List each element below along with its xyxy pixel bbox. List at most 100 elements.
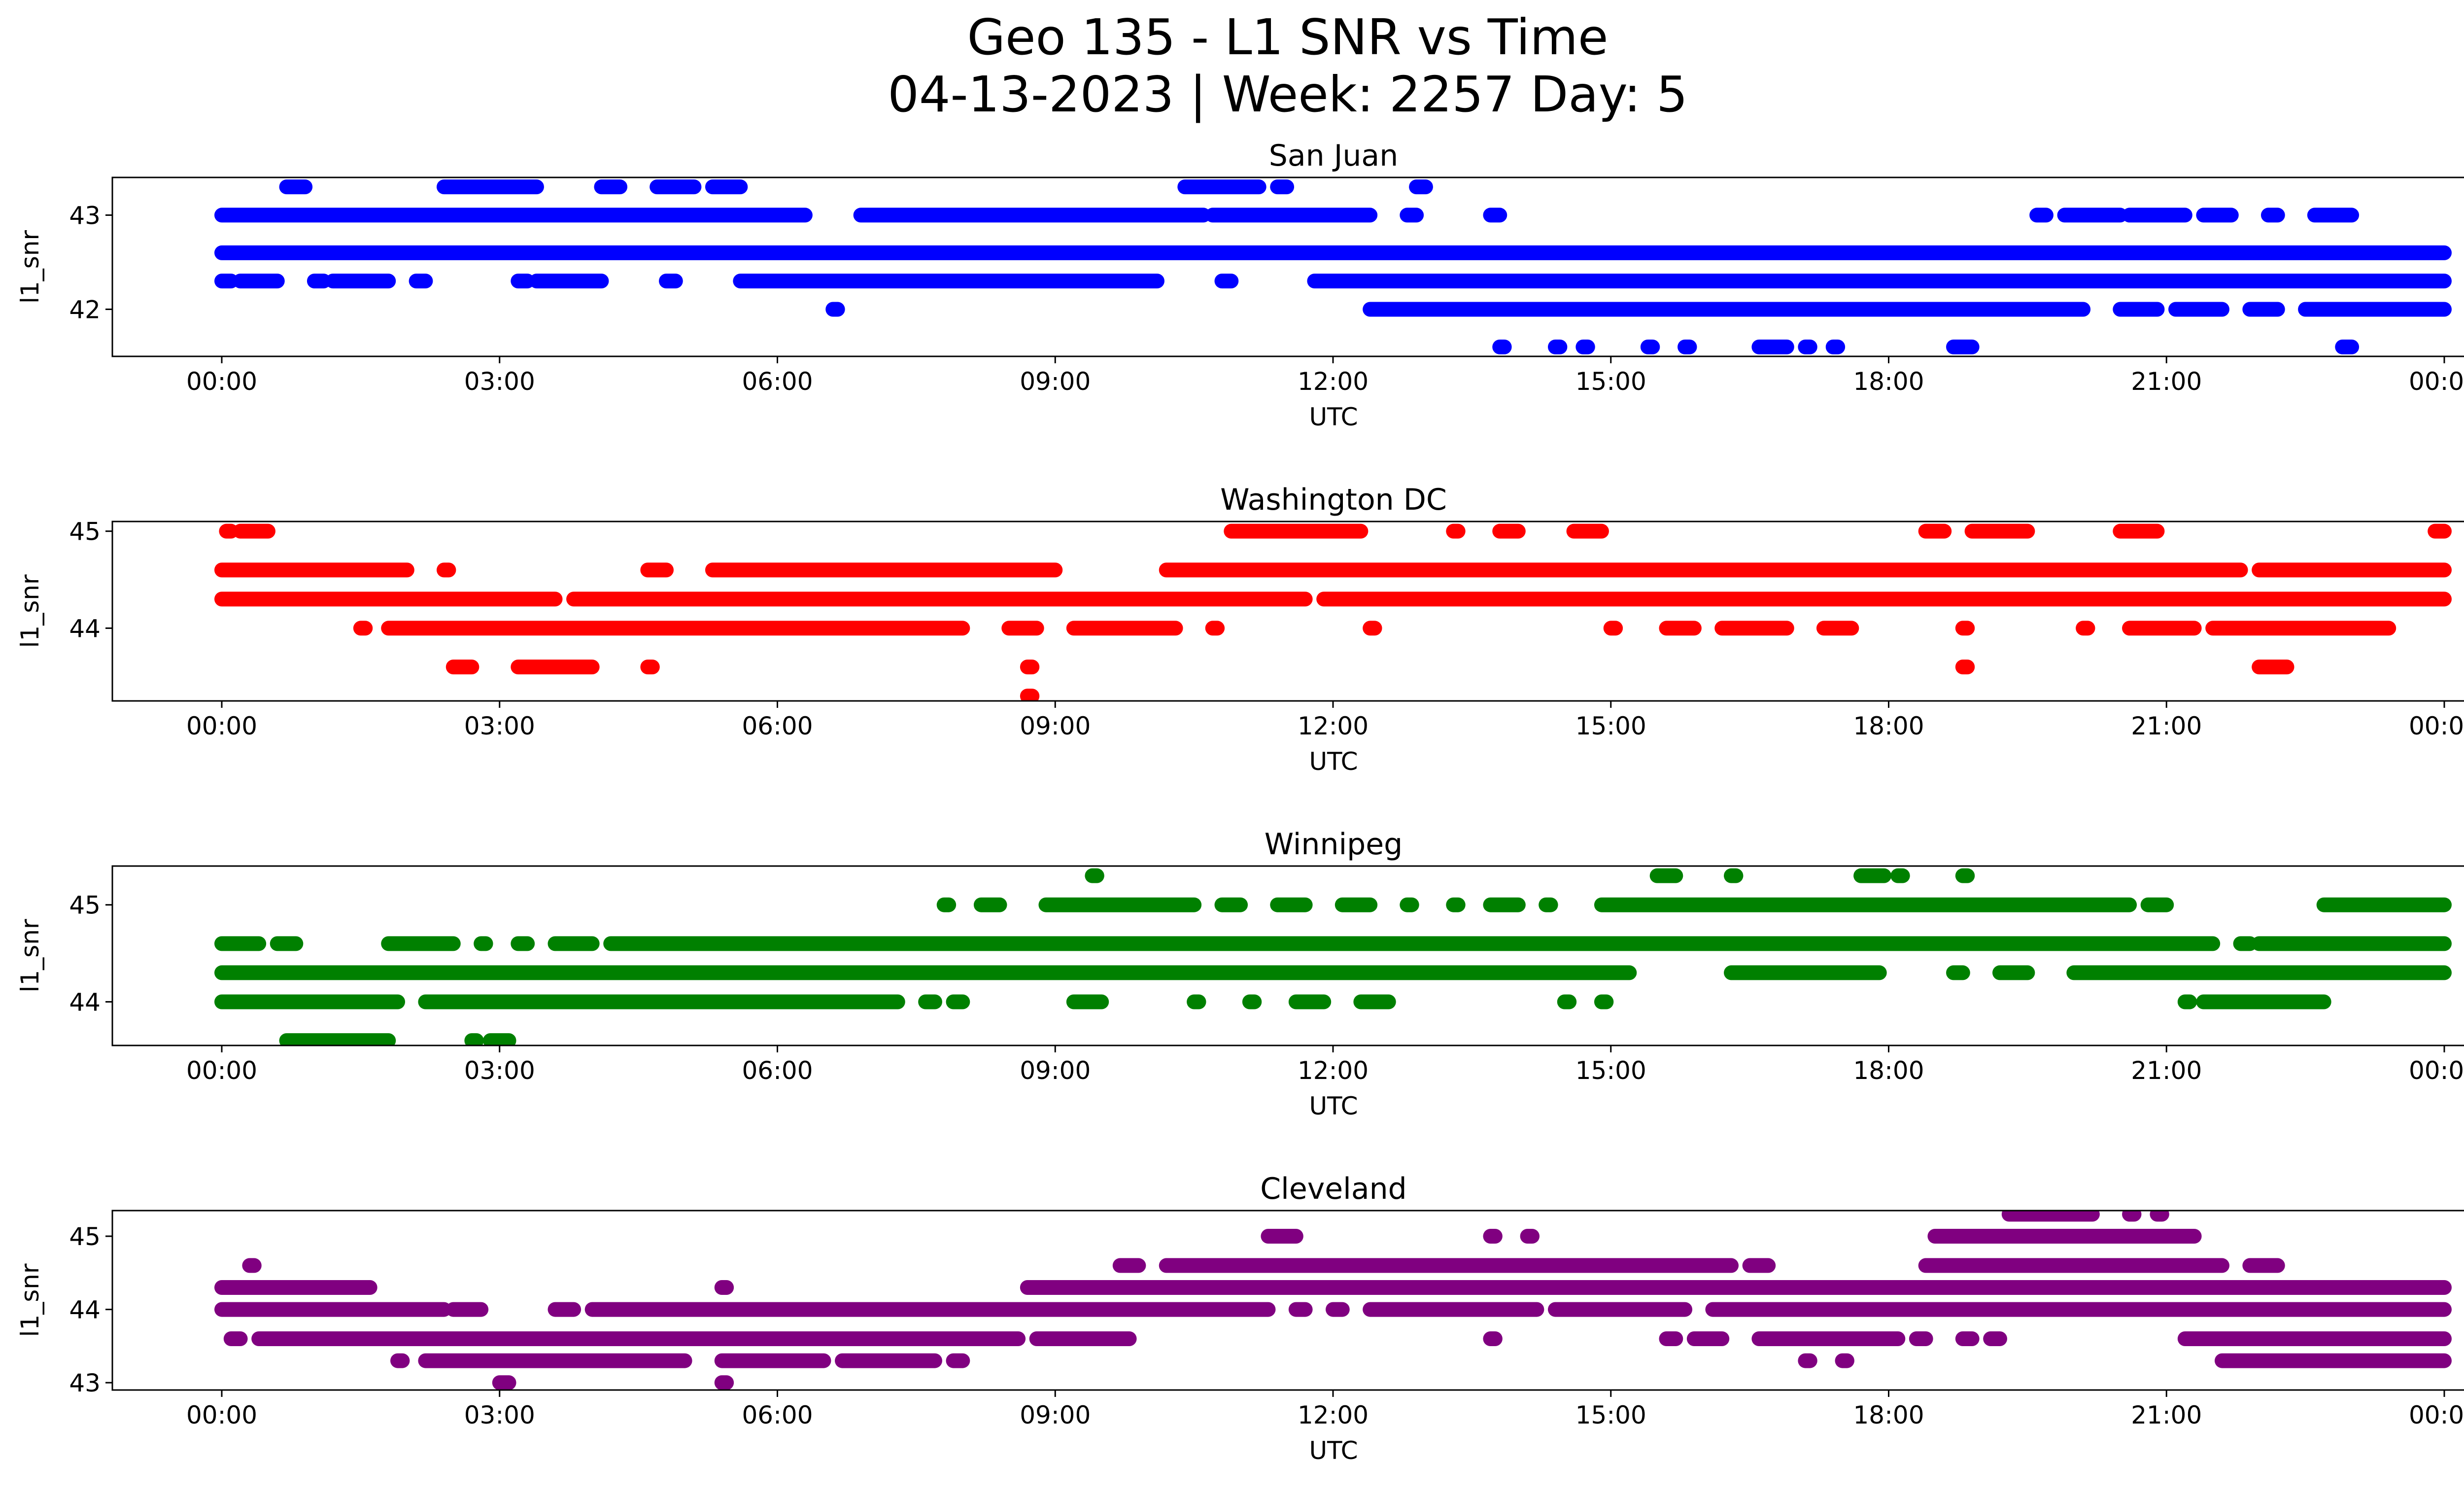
data-point-run bbox=[1038, 897, 1202, 912]
data-point-run bbox=[1946, 965, 1970, 980]
data-point-run bbox=[1825, 339, 1846, 354]
x-tick-label: 15:00 bbox=[1575, 1056, 1646, 1085]
data-point-run bbox=[714, 1375, 734, 1390]
data-point-run bbox=[1446, 523, 1466, 539]
data-point-run bbox=[1918, 523, 1952, 539]
data-point-run bbox=[2122, 208, 2192, 223]
data-point-run bbox=[1288, 994, 1332, 1009]
data-point-run bbox=[214, 1280, 377, 1295]
data-point-run bbox=[1603, 621, 1623, 636]
data-point-run bbox=[2140, 897, 2174, 912]
data-point-run bbox=[2122, 1211, 2142, 1222]
y-axis-label: l1_snr bbox=[16, 574, 44, 648]
data-point-run bbox=[918, 994, 942, 1009]
x-tick-label: 15:00 bbox=[1575, 1401, 1646, 1429]
y-axis-label: l1_snr bbox=[16, 230, 44, 304]
data-point-run bbox=[2177, 1331, 2452, 1346]
data-point-run bbox=[233, 274, 285, 289]
data-point-run bbox=[233, 523, 275, 539]
data-point-run bbox=[1640, 339, 1660, 354]
data-point-run bbox=[2316, 897, 2452, 912]
data-point-run bbox=[1205, 208, 1378, 223]
x-tick-label: 06:00 bbox=[742, 1401, 813, 1429]
data-point-run bbox=[242, 1258, 262, 1273]
data-point-run bbox=[214, 562, 414, 578]
data-point-run bbox=[1918, 1258, 2229, 1273]
data-point-run bbox=[2076, 621, 2095, 636]
data-point-run bbox=[2066, 965, 2452, 980]
data-point-run bbox=[1066, 621, 1183, 636]
data-point-run bbox=[2001, 1211, 2100, 1222]
data-point-run bbox=[1335, 897, 1378, 912]
data-point-run bbox=[733, 274, 1164, 289]
data-point-run bbox=[464, 1033, 484, 1045]
data-point-run bbox=[2168, 302, 2229, 317]
data-point-run bbox=[1548, 339, 1568, 354]
x-tick-label: 00:00 bbox=[2409, 367, 2464, 396]
data-point-run bbox=[2242, 302, 2285, 317]
data-point-run bbox=[1724, 868, 1744, 883]
data-point-run bbox=[1483, 1229, 1503, 1244]
data-point-run bbox=[650, 179, 702, 195]
data-point-run bbox=[2233, 936, 2258, 951]
x-tick-label: 21:00 bbox=[2131, 712, 2202, 740]
data-point-run bbox=[1492, 339, 1512, 354]
axes-frame bbox=[111, 865, 2464, 1046]
data-point-run bbox=[1909, 1331, 1933, 1346]
data-point-run bbox=[418, 1353, 692, 1368]
data-point-run bbox=[1686, 1331, 1730, 1346]
data-point-run bbox=[492, 1375, 516, 1390]
data-point-run bbox=[1492, 523, 1526, 539]
y-tick-label: 45 bbox=[69, 1222, 101, 1251]
data-point-run bbox=[2252, 936, 2452, 951]
data-point-run bbox=[705, 562, 1063, 578]
data-point-run bbox=[1974, 1229, 2202, 1244]
data-point-run bbox=[1483, 208, 1507, 223]
data-point-run bbox=[482, 1033, 516, 1045]
data-point-run bbox=[2307, 208, 2360, 223]
data-point-run bbox=[2242, 1258, 2285, 1273]
data-point-run bbox=[1307, 274, 2452, 289]
data-point-run bbox=[214, 591, 563, 607]
data-point-run bbox=[1751, 1331, 1906, 1346]
x-tick-label: 00:00 bbox=[2409, 1401, 2464, 1429]
data-point-run bbox=[2113, 302, 2165, 317]
data-point-run bbox=[1224, 523, 1369, 539]
data-point-run bbox=[1353, 994, 1396, 1009]
data-point-run bbox=[1816, 621, 1859, 636]
data-point-run bbox=[437, 179, 544, 195]
data-point-run bbox=[1409, 179, 1433, 195]
data-point-run bbox=[1261, 1229, 1303, 1244]
data-point-run bbox=[1927, 1229, 1989, 1244]
x-tick-label: 00:00 bbox=[2409, 1056, 2464, 1085]
x-tick-label: 00:00 bbox=[186, 367, 257, 396]
data-point-run bbox=[474, 936, 493, 951]
data-point-run bbox=[1594, 994, 1614, 1009]
data-point-run bbox=[946, 994, 970, 1009]
data-point-run bbox=[1649, 868, 1683, 883]
data-point-run bbox=[1798, 339, 1817, 354]
data-point-run bbox=[1242, 994, 1262, 1009]
subplot-san-juan: San Juan 00:00 03:00 06:00 09:00 12:00 15:00 18… bbox=[16, 139, 2464, 431]
x-tick-label: 12:00 bbox=[1298, 367, 1369, 396]
x-tick-label: 00:00 bbox=[2409, 712, 2464, 740]
x-tick-label: 00:00 bbox=[186, 712, 257, 740]
data-point-run bbox=[2196, 208, 2239, 223]
data-point-run bbox=[603, 936, 2221, 951]
subplot-cleveland: Cleveland 00:00 03:00 06:00 09:00 12:00 15:00 1… bbox=[16, 1172, 2464, 1465]
data-point-run bbox=[853, 208, 1211, 223]
data-point-run bbox=[1798, 1353, 1817, 1368]
data-point-run bbox=[1724, 965, 1887, 980]
data-point-run bbox=[1566, 523, 1609, 539]
data-point-run bbox=[511, 274, 535, 289]
data-point-run bbox=[2335, 339, 2360, 354]
data-point-run bbox=[1363, 621, 1382, 636]
data-point-run bbox=[1020, 689, 1040, 701]
data-point-run bbox=[1483, 897, 1526, 912]
scatter-series-san-juan bbox=[214, 179, 2452, 354]
data-point-run bbox=[548, 936, 600, 951]
data-point-run bbox=[1955, 621, 1975, 636]
data-point-run bbox=[1214, 274, 1239, 289]
subplot-title: San Juan bbox=[1269, 139, 1398, 173]
x-tick-label: 21:00 bbox=[2131, 1401, 2202, 1429]
